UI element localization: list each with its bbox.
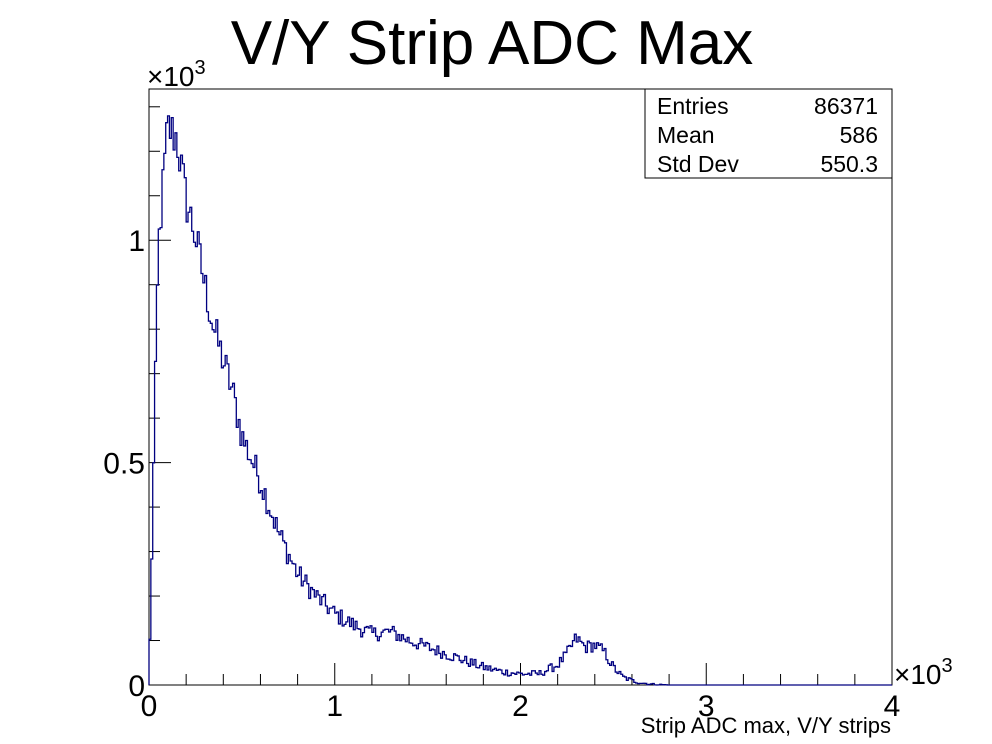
x-multiplier-exponent: 3 [942, 655, 953, 677]
x-axis: 0 1 2 3 4 [141, 663, 901, 723]
y-axis: 00.51 [103, 106, 171, 703]
histogram-line [148, 115, 892, 686]
x-axis-title: Strip ADC max, V/Y strips [641, 713, 891, 738]
stats-entries-value: 86371 [814, 93, 878, 119]
chart-title: V/Y Strip ADC Max [231, 9, 754, 78]
stats-box: Entries 86371 Mean 586 Std Dev 550.3 [644, 88, 893, 179]
x-tick-label: 0 [141, 690, 158, 723]
stats-mean-value: 586 [840, 122, 878, 148]
x-tick-label: 4 [884, 690, 901, 723]
stats-stddev-label: Std Dev [657, 151, 739, 177]
stats-stddev-value: 550.3 [820, 151, 878, 177]
y-tick-label: 0.5 [103, 448, 145, 481]
x-tick-label: 2 [512, 690, 529, 723]
y-tick-label: 0 [128, 670, 145, 703]
x-tick-label: 1 [326, 690, 343, 723]
x-multiplier: ×103 [894, 655, 953, 690]
y-multiplier: ×103 [147, 57, 206, 92]
stats-entries-label: Entries [657, 93, 729, 119]
stats-mean-label: Mean [657, 122, 715, 148]
x-tick-label: 3 [698, 690, 715, 723]
y-tick-label: 1 [128, 225, 145, 258]
y-multiplier-exponent: 3 [195, 57, 206, 79]
